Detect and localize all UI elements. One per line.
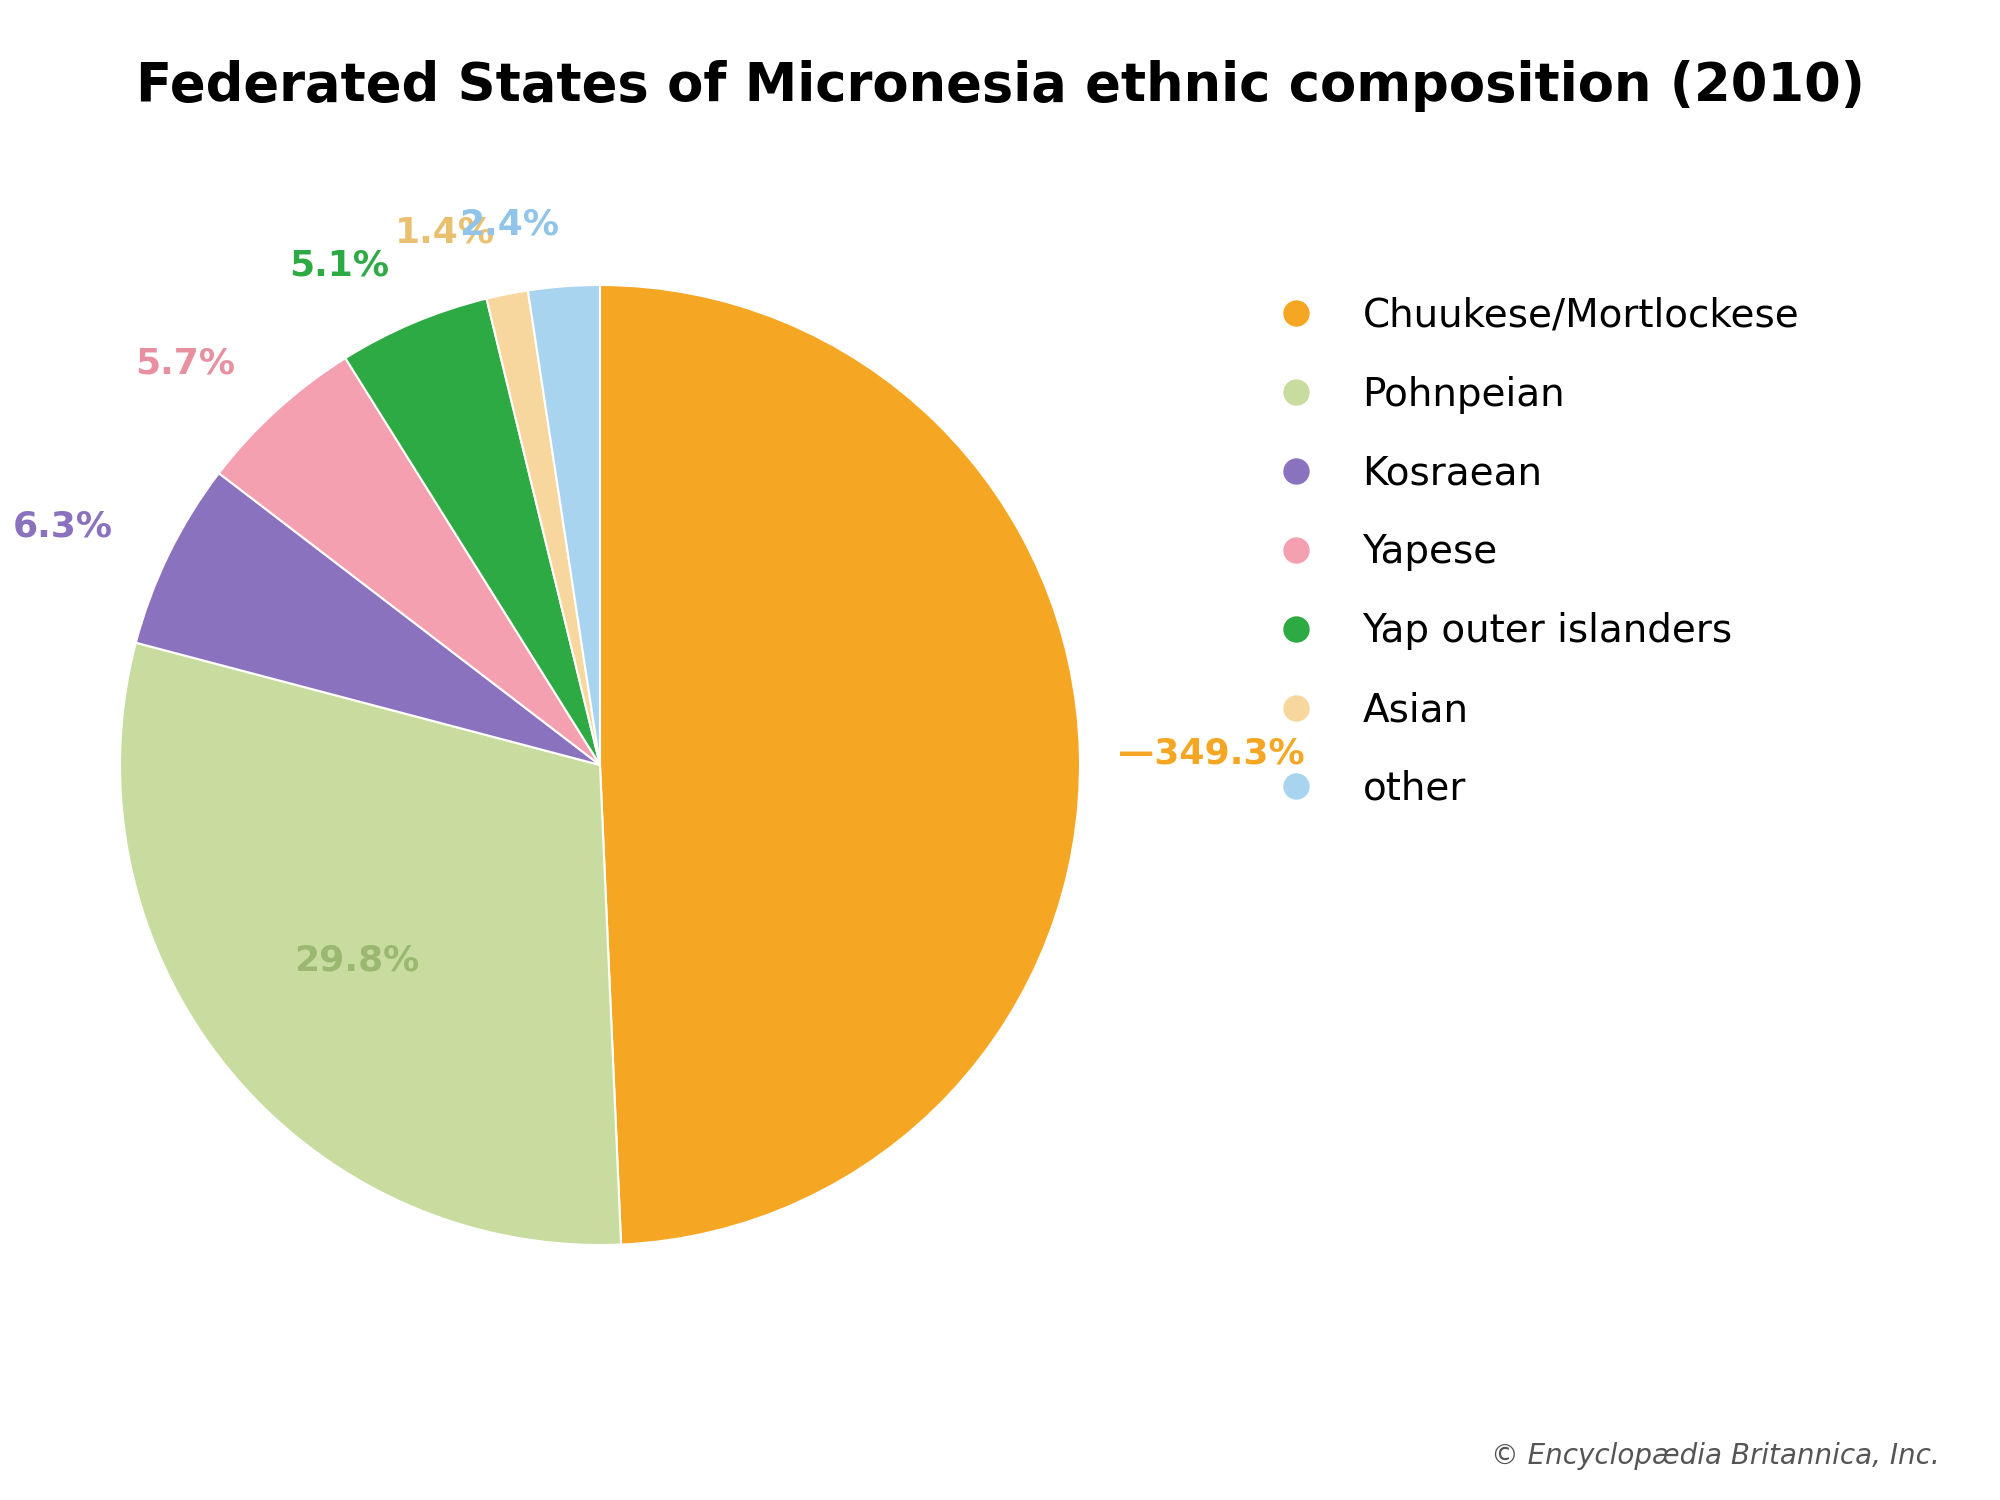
Text: Federated States of Micronesia ethnic composition (2010): Federated States of Micronesia ethnic co… (136, 60, 1864, 112)
Wedge shape (486, 291, 600, 765)
Text: © Encyclopædia Britannica, Inc.: © Encyclopædia Britannica, Inc. (1492, 1442, 1940, 1470)
Wedge shape (346, 298, 600, 765)
Text: 6.3%: 6.3% (12, 510, 112, 543)
Wedge shape (218, 358, 600, 765)
Text: 1.4%: 1.4% (396, 216, 496, 250)
Wedge shape (600, 285, 1080, 1245)
Wedge shape (120, 642, 622, 1245)
Wedge shape (136, 472, 600, 765)
Legend: Chuukese/Mortlockese, Pohnpeian, Kosraean, Yapese, Yap outer islanders, Asian, o: Chuukese/Mortlockese, Pohnpeian, Kosraea… (1258, 297, 1800, 808)
Wedge shape (528, 285, 600, 765)
Text: 5.7%: 5.7% (134, 346, 234, 381)
Text: —349.3%: —349.3% (1118, 736, 1304, 771)
Text: 5.1%: 5.1% (290, 248, 390, 282)
Text: 2.4%: 2.4% (460, 207, 560, 242)
Text: 29.8%: 29.8% (294, 944, 420, 978)
